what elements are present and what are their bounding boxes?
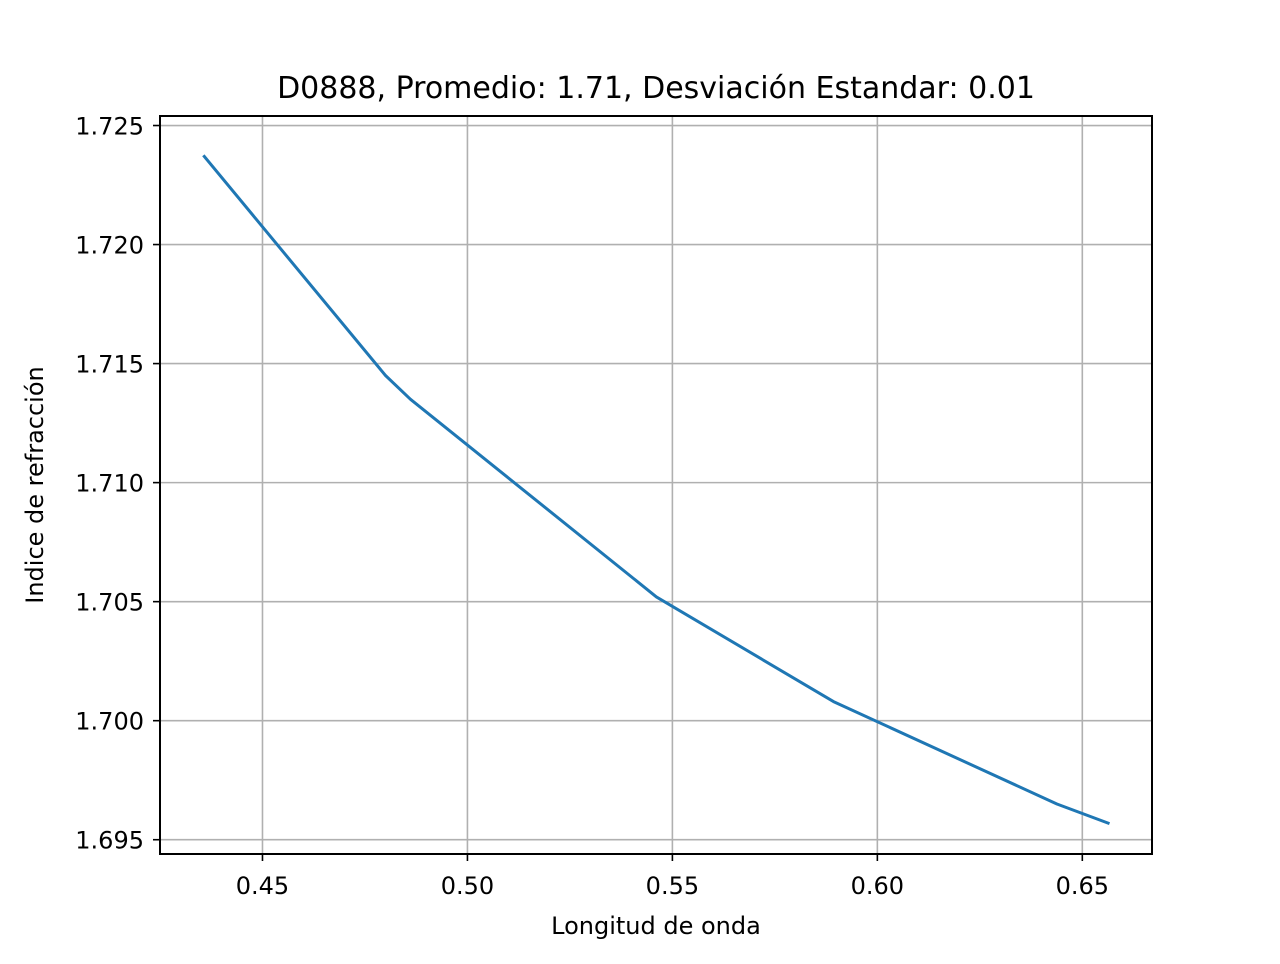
grid	[160, 116, 1152, 854]
x-tick-label: 0.50	[441, 872, 494, 900]
y-tick-label: 1.715	[75, 351, 144, 379]
y-tick-label: 1.695	[75, 827, 144, 855]
y-tick-label: 1.700	[75, 708, 144, 736]
y-axis-label: Indice de refracción	[21, 366, 49, 604]
series-line	[202, 154, 1111, 826]
y-tick-label: 1.725	[75, 113, 144, 141]
y-tick-label: 1.720	[75, 232, 144, 260]
x-axis-label: Longitud de onda	[551, 912, 761, 940]
y-tick-label: 1.705	[75, 589, 144, 617]
x-tick-label: 0.65	[1056, 872, 1109, 900]
series-layer	[202, 154, 1111, 826]
x-tick-label: 0.60	[851, 872, 904, 900]
x-tick-label: 0.45	[236, 872, 289, 900]
y-tick-label: 1.710	[75, 470, 144, 498]
plot-frame	[159, 115, 1153, 855]
chart-title: D0888, Promedio: 1.71, Desviación Estand…	[277, 71, 1035, 106]
ticks: 0.45 0.50 0.55 0.60 0.65 1.695 1.700 1.705 1.710…	[75, 113, 1109, 900]
x-tick-label: 0.55	[646, 872, 699, 900]
